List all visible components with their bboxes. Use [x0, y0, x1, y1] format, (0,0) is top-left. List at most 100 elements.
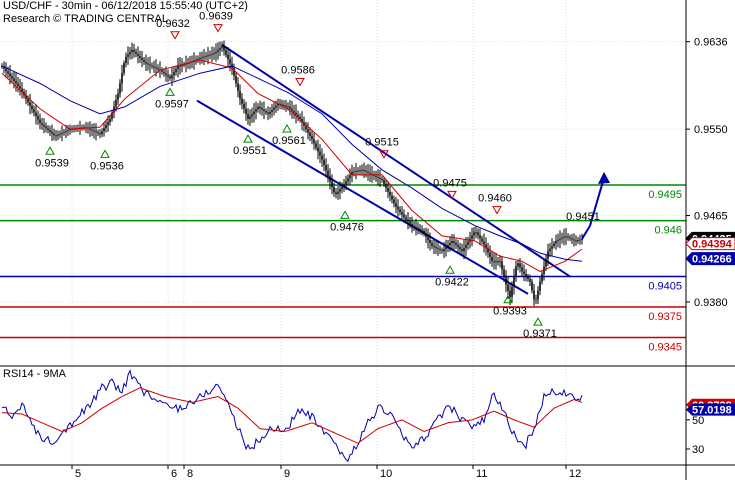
candle-body [571, 238, 573, 240]
candle-body [185, 63, 187, 65]
candle-body [555, 240, 557, 244]
candle-body [115, 99, 117, 107]
candle-body [299, 116, 301, 119]
candle-body [61, 132, 63, 134]
candle-body [451, 240, 453, 243]
rsi-y-tick-label: 50 [692, 415, 704, 427]
candle-body [529, 279, 531, 282]
peak-label: 0.9460 [478, 193, 512, 205]
candle-body [245, 108, 247, 114]
candle-body [391, 195, 393, 200]
rsi-ma-line [1, 387, 583, 444]
candle-body [515, 266, 517, 277]
peak-label: 0.9586 [281, 65, 315, 77]
candle-body [415, 226, 417, 228]
candle-body [25, 95, 27, 99]
candle-body [497, 261, 499, 263]
candle-body [315, 143, 317, 148]
candle-body [199, 57, 201, 59]
candle-body [329, 176, 331, 182]
x-tick-label: 5 [75, 468, 81, 480]
candle-body [369, 172, 371, 174]
candle-body [11, 76, 13, 79]
candle-body [147, 63, 149, 65]
candle-body [283, 104, 285, 106]
price-tag-label: 0.94394 [692, 239, 733, 251]
candle-body [47, 128, 49, 131]
candle-body [561, 237, 563, 239]
rsi-line [1, 369, 583, 463]
candle-body [377, 176, 379, 178]
candle-body [179, 65, 181, 67]
candle-body [133, 49, 135, 52]
candle-body [63, 131, 65, 133]
candle-body [363, 169, 365, 171]
candle-body [405, 217, 407, 220]
candle-body [145, 62, 147, 64]
rsi-panel: 30 50 [1, 369, 704, 463]
candle-body [457, 245, 459, 248]
channel-line [196, 99, 529, 295]
candle-body [193, 60, 195, 62]
candle-body [309, 132, 311, 136]
candle-body [165, 73, 167, 76]
candle-body [161, 70, 163, 72]
candle-body [211, 53, 213, 55]
candle-body [35, 112, 37, 117]
candle-body [345, 181, 347, 185]
candle-body [413, 225, 415, 227]
candle-body [349, 175, 351, 179]
candle-body [257, 106, 259, 110]
candle-body [339, 189, 341, 192]
candle-body [471, 235, 473, 239]
candle-body [381, 178, 383, 180]
candle-body [149, 64, 151, 66]
candle-body [437, 248, 439, 250]
candle-body [95, 131, 97, 133]
ma-fast-line [1, 59, 583, 273]
candle-body [295, 112, 297, 115]
candle-body [55, 135, 57, 137]
candle-body [177, 66, 179, 70]
candle-body [389, 191, 391, 196]
candle-body [321, 155, 323, 160]
candle-body [323, 159, 325, 166]
candle-body [355, 171, 357, 173]
candle-body [335, 192, 337, 194]
candle-body [417, 227, 419, 229]
trough-label: 0.9371 [523, 328, 557, 340]
candle-body [371, 173, 373, 175]
candle-body [271, 109, 273, 112]
candle-body [127, 54, 129, 57]
candle-body [475, 232, 477, 234]
candle-body [445, 247, 447, 250]
candle-body [141, 57, 143, 60]
candle-body [291, 108, 293, 111]
candle-body [551, 246, 553, 249]
candle-body [203, 56, 205, 58]
candle-body [553, 243, 555, 247]
candle-body [49, 130, 51, 132]
candle-body [137, 53, 139, 56]
rsi-price-tag-label: 57.0198 [692, 405, 732, 417]
candle-body [7, 71, 9, 74]
candle-body [429, 239, 431, 243]
candle-body [567, 236, 569, 238]
trough-label: 0.9393 [493, 306, 527, 318]
candle-body [393, 199, 395, 204]
x-tick-label: 8 [187, 468, 193, 480]
candle-body [31, 105, 33, 110]
candle-body [157, 68, 159, 70]
candle-body [111, 112, 113, 119]
candle-body [327, 170, 329, 177]
candle-body [401, 211, 403, 215]
trough-marker [282, 123, 292, 133]
candle-body [181, 64, 183, 66]
candle-body [463, 247, 465, 252]
candle-body [473, 232, 475, 236]
candle-body [317, 147, 319, 152]
candle-body [343, 184, 345, 187]
candle-body [449, 242, 451, 246]
candle-body [483, 241, 485, 245]
